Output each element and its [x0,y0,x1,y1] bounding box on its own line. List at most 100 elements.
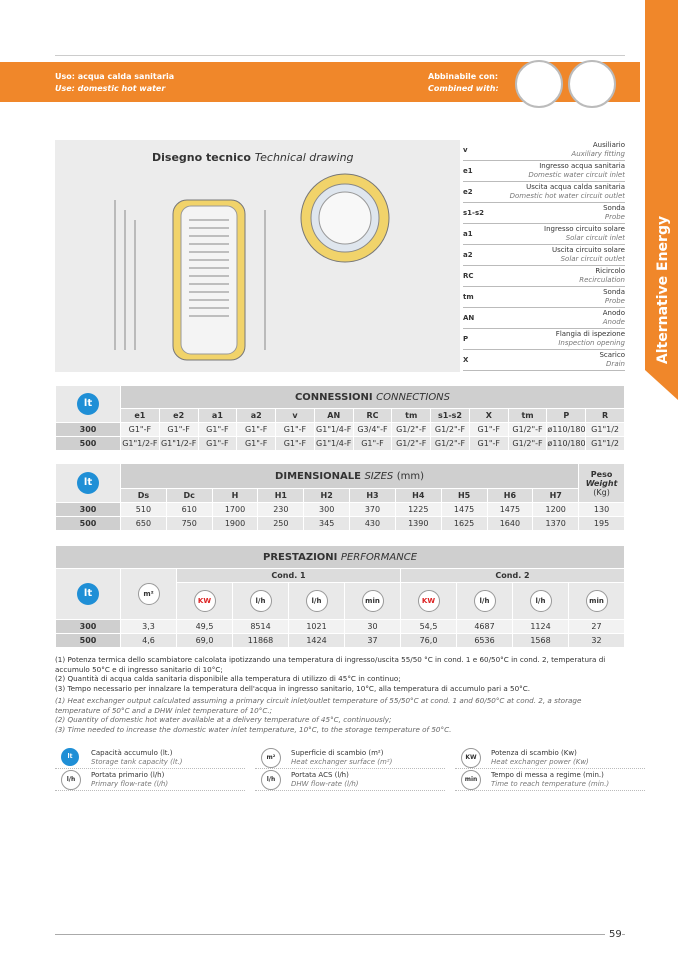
legend-desc: Ricircolo Recirculation [503,265,625,287]
icon-legend-it: Tempo di messa a regime (min.) [491,771,604,779]
cond-row: lt m² Cond. 1 Cond. 2 [55,568,625,620]
col-header: tm [507,408,548,423]
cell: 130 [578,502,625,517]
col-header: H5 [440,488,488,503]
title-row: lt DIMENSIONALE SIZES (mm) Peso Weight (Kg) [55,463,625,503]
legend-en: Domestic water circuit inlet [528,171,625,179]
legend-row: a1 Ingresso circuito solare Solar circuit … [463,223,625,245]
col-header: Ds [120,488,167,503]
title-en: CONNECTIONS [376,391,451,403]
weight-unit: (Kg) [593,487,610,497]
icon: l/h [305,590,328,612]
note-en: (2) Quantity of domestic hot water avail… [55,715,392,724]
legend-table: v Ausiliario Auxiliary fitting e1 Ingresso a… [463,140,625,371]
technical-drawing [114,173,390,361]
icon-legend-item: min Tempo di messa a regime (min.) Time to… [455,770,645,791]
icon-legend-text: Superficie di scambio (m²) Heat exchanger… [291,749,392,767]
icon: l/h [529,590,552,612]
model: 500 [55,633,121,648]
cond-header: Cond. 1 [176,568,401,583]
icon-legend-item: l/h Portata ACS (l/h) DHW flow-rate (l/h) [255,770,445,791]
legend-code: e1 [463,160,503,182]
combined-it: Abbinabile con: [428,72,499,81]
legend-en: Drain [606,360,625,368]
title-it: DIMENSIONALE [275,470,361,482]
icon-cell: KW [400,582,457,620]
legend-desc: Ausiliario Auxiliary fitting [503,140,625,161]
legend-it: Ausiliario [592,141,625,149]
legend-it: Ingresso circuito solare [544,225,625,233]
cell: G1"-F [468,422,509,437]
weight-en: Weight [585,478,618,488]
cell: 1424 [288,633,345,648]
legend-it: Uscita circuito solare [551,246,625,254]
data-row: 300 3,3 49,5 8514 1021 30 54,5 4687 1124 27 [55,619,625,634]
cell: 1124 [512,619,569,634]
icon-cell: lt [55,385,121,423]
cell: 1640 [486,516,534,531]
legend-code: s1-s2 [463,202,503,224]
legend-code: a2 [463,244,503,266]
col-header: H4 [394,488,442,503]
cell: G1"-F [236,422,277,437]
icon-legend-en: Primary flow-rate (l/h) [91,780,169,788]
icon-row: KW l/h l/h min KW l/h l/h min [56,582,625,620]
legend-row: tm Sonda Probe [463,286,625,308]
data-row: 300 510 610 1700 230 300 370 1225 1475 1475 1200 13… [55,502,625,517]
cell: 300 [303,502,351,517]
icon-cell: min [344,582,401,620]
col-header: a1 [197,408,238,423]
legend-it: Scarico [599,351,625,359]
col-header: R [585,408,625,423]
cell: 11868 [232,633,289,648]
cell: 750 [165,516,213,531]
cell: G1/2"-F [391,436,432,451]
legend-en: Auxiliary fitting [571,150,625,158]
icon: KW [417,590,440,612]
icon-legend-text: Portata ACS (l/h) DHW flow-rate (l/h) [291,771,359,789]
legend-it: Sonda [603,288,625,296]
icon-cell: KW [176,582,233,620]
legend-row: P Flangia di ispezione Inspection opening [463,328,625,350]
legend-code: AN [463,307,503,329]
col-header: H [211,488,259,503]
note-it: (1) Potenza termica dello scambiatore ca… [55,655,606,674]
cell: 1625 [440,516,488,531]
icon: lt [77,583,99,605]
cell: G1"1/2 [585,436,625,451]
use-en: Use: domestic hot water [55,84,166,93]
cell: G1"-F [197,436,238,451]
icon-legend-it: Potenza di scambio (Kw) [491,749,577,757]
cell: 32 [568,633,625,648]
performance-table: PRESTAZIONI PERFORMANCE lt m² Cond. 1 Cond. … [55,545,625,648]
legend-it: Sonda [603,204,625,212]
col-header: P [546,408,587,423]
legend-row: RC Ricircolo Recirculation [463,265,625,287]
col-header: H6 [486,488,534,503]
combo-icon [568,60,616,108]
cell: G1"1/4-F [313,436,354,451]
legend-en: Inspection opening [558,339,625,347]
cell: 650 [120,516,167,531]
icon-cell: l/h [512,582,569,620]
side-tab [645,0,678,400]
cell: 430 [349,516,396,531]
icon-cell: l/h [232,582,289,620]
model: 500 [55,436,121,451]
legend-code: RC [463,265,503,287]
top-rule [55,55,625,56]
data-row: 500 650 750 1900 250 345 430 1390 1625 1640 1370 19… [55,516,625,531]
note-it: (3) Tempo necessario per innalzare la te… [55,683,531,693]
legend-desc: Flangia di ispezione Inspection opening [503,328,625,350]
drawing-title-en: Technical drawing [254,151,354,164]
data-row: 500 4,6 69,0 11868 1424 37 76,0 6536 1568 32 [55,633,625,648]
legend-row: AN Anodo Anode [463,307,625,329]
legend-row: s1-s2 Sonda Probe [463,202,625,224]
icon-legend-text: Capacità accumulo (lt.) Storage tank capa… [91,749,183,767]
data-row: 300 G1"-F G1"-F G1"-F G1"-F G1"-F G1"1/4-F G3/4… [55,422,625,437]
legend-code: a1 [463,223,503,245]
note-en: (1) Heat exchanger output calculated ass… [55,696,582,715]
icon: KW [461,748,481,768]
title-row: lt CONNESSIONI CONNECTIONS [55,385,625,423]
cell: 1200 [532,502,580,517]
